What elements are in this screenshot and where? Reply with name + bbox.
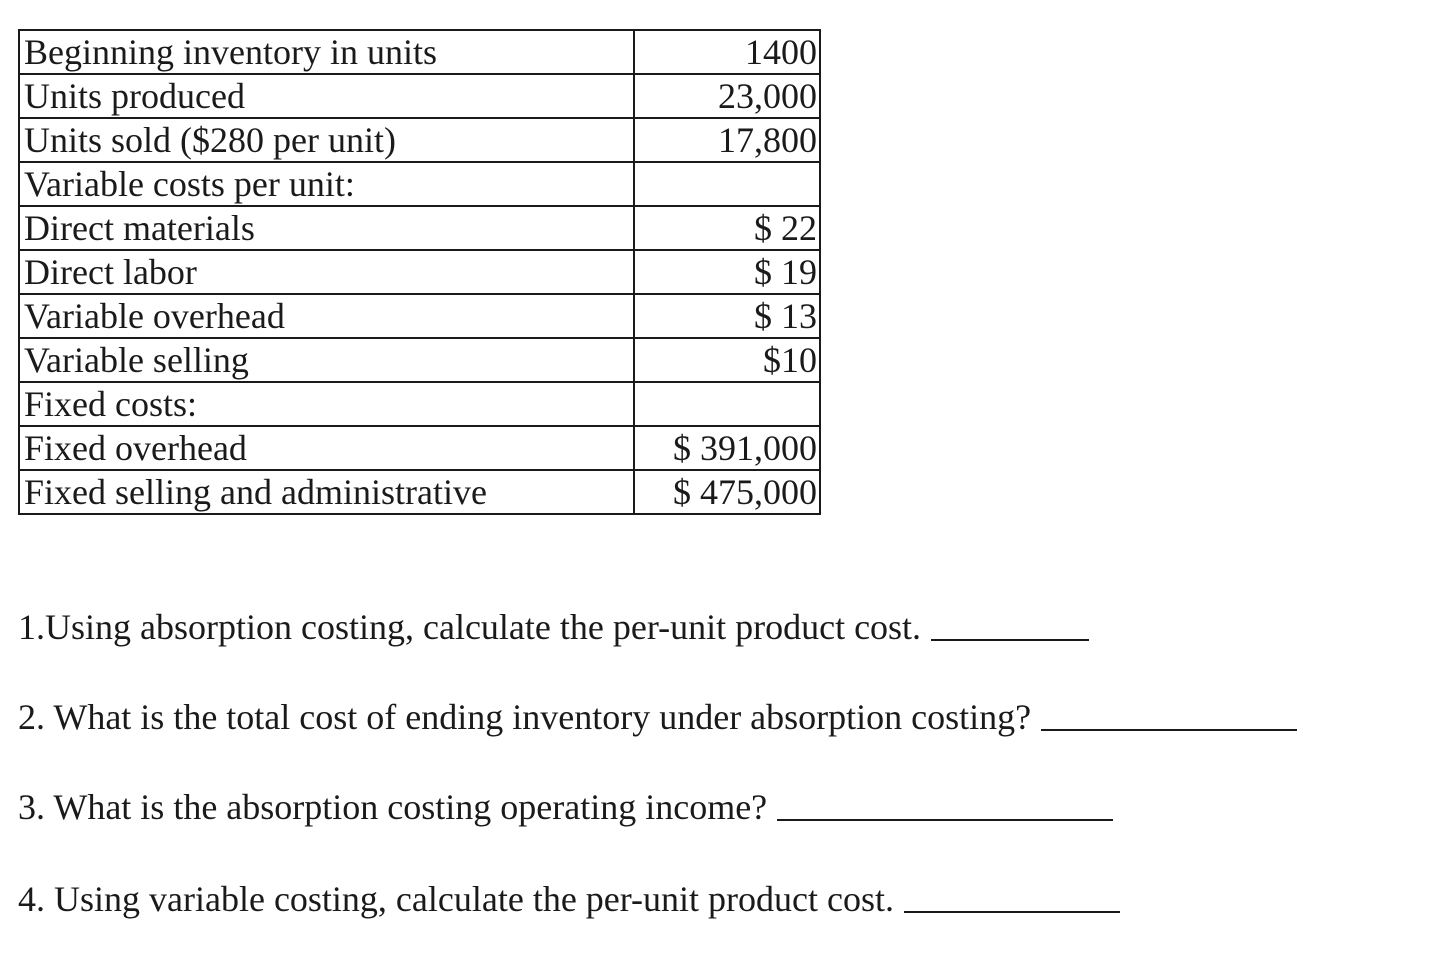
row-label: Units produced: [18, 73, 635, 119]
row-value: $10: [633, 337, 821, 383]
table-row: Variable overhead $ 13: [18, 293, 821, 339]
table-row: Units produced 23,000: [18, 73, 821, 119]
answer-blank[interactable]: [777, 818, 1114, 821]
question-1: 1.Using absorption costing, calculate th…: [18, 607, 1090, 647]
row-label: Fixed overhead: [18, 425, 635, 471]
row-label: Direct materials: [18, 205, 635, 251]
row-label: Variable costs per unit:: [18, 161, 635, 207]
cost-data-table: Beginning inventory in units 1400 Units …: [18, 29, 821, 515]
row-label: Beginning inventory in units: [18, 29, 635, 75]
row-value: $ 22: [633, 205, 821, 251]
row-label: Direct labor: [18, 249, 635, 295]
row-value: $ 391,000: [633, 425, 821, 471]
row-value: [633, 161, 821, 207]
row-value: $ 475,000: [633, 469, 821, 515]
table-row: Direct materials $ 22: [18, 205, 821, 251]
question-text: 1.Using absorption costing, calculate th…: [18, 607, 922, 647]
row-label: Fixed costs:: [18, 381, 635, 427]
table-row: Beginning inventory in units 1400: [18, 29, 821, 75]
question-2: 2. What is the total cost of ending inve…: [18, 697, 1298, 737]
question-text: 4. Using variable costing, calculate the…: [18, 879, 895, 919]
answer-blank[interactable]: [1041, 728, 1298, 731]
row-label: Fixed selling and administrative: [18, 469, 635, 515]
row-label: Units sold ($280 per unit): [18, 117, 635, 163]
row-value: [633, 381, 821, 427]
answer-blank[interactable]: [931, 638, 1090, 641]
question-4: 4. Using variable costing, calculate the…: [18, 879, 1121, 919]
row-value: 17,800: [633, 117, 821, 163]
table-row: Fixed selling and administrative $ 475,0…: [18, 469, 821, 515]
answer-blank[interactable]: [904, 910, 1121, 913]
table-row: Variable selling $10: [18, 337, 821, 383]
question-text: 3. What is the absorption costing operat…: [18, 787, 768, 827]
row-label: Variable selling: [18, 337, 635, 383]
row-value: 1400: [633, 29, 821, 75]
table-row: Fixed costs:: [18, 381, 821, 427]
table-row: Units sold ($280 per unit) 17,800: [18, 117, 821, 163]
row-value: $ 19: [633, 249, 821, 295]
row-value: 23,000: [633, 73, 821, 119]
row-value: $ 13: [633, 293, 821, 339]
question-3: 3. What is the absorption costing operat…: [18, 787, 1114, 827]
table-row: Direct labor $ 19: [18, 249, 821, 295]
table-row: Fixed overhead $ 391,000: [18, 425, 821, 471]
row-label: Variable overhead: [18, 293, 635, 339]
table-row: Variable costs per unit:: [18, 161, 821, 207]
question-text: 2. What is the total cost of ending inve…: [18, 697, 1032, 737]
